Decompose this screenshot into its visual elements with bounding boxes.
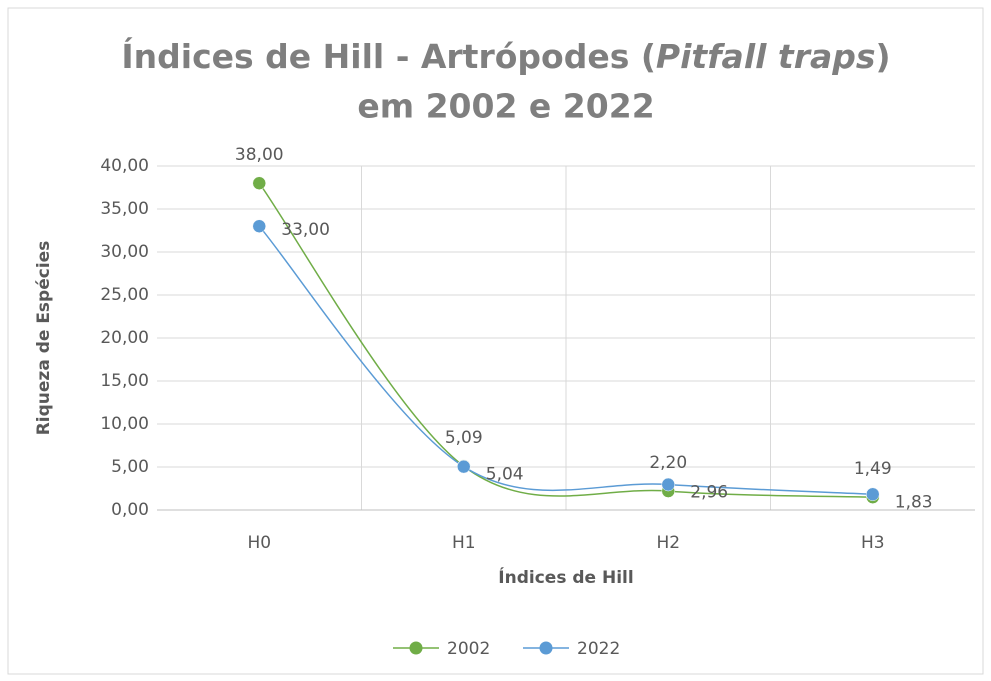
y-tick-label: 5,00	[111, 457, 149, 477]
data-label: 5,09	[445, 428, 483, 448]
y-axis-title: Riqueza de Espécies	[34, 241, 54, 436]
legend-label: 2002	[447, 639, 490, 659]
y-tick-label: 30,00	[100, 242, 149, 262]
legend-marker	[539, 641, 553, 655]
y-tick-label: 25,00	[100, 285, 149, 305]
y-tick-label: 15,00	[100, 371, 149, 391]
data-label: 1,49	[854, 459, 892, 479]
y-tick-label: 20,00	[100, 328, 149, 348]
data-label: 1,83	[895, 492, 933, 512]
data-point	[866, 487, 880, 502]
legend-marker	[409, 641, 423, 655]
chart-title: em 2002 e 2022	[357, 87, 654, 126]
chart-title: Índices de Hill - Artrópodes (Pitfall tr…	[121, 36, 890, 76]
x-tick-label: H3	[861, 533, 885, 553]
data-point	[252, 219, 266, 233]
y-tick-label: 35,00	[100, 199, 149, 219]
series-line	[258, 225, 873, 496]
data-point	[457, 459, 471, 474]
x-tick-label: H0	[247, 533, 271, 553]
title-part: Pitfall traps	[656, 37, 876, 76]
title-part: )	[876, 37, 891, 76]
title-part: Índices de Hill - Artrópodes (	[121, 36, 656, 76]
x-tick-label: H1	[452, 533, 476, 553]
data-point	[661, 477, 675, 492]
data-label: 2,20	[649, 453, 687, 473]
data-point	[252, 176, 266, 190]
y-tick-label: 0,00	[111, 500, 149, 520]
series-line	[258, 182, 873, 498]
data-label: 33,00	[281, 220, 330, 240]
data-label: 38,00	[235, 145, 284, 165]
data-label: 5,04	[486, 465, 524, 485]
y-tick-label: 40,00	[100, 156, 149, 176]
chart-border	[7, 7, 984, 675]
x-axis-title: Índices de Hill	[498, 566, 633, 588]
data-label: 2,96	[690, 483, 728, 503]
legend-label: 2022	[577, 639, 620, 659]
x-tick-label: H2	[656, 533, 680, 553]
y-tick-label: 10,00	[100, 414, 149, 434]
